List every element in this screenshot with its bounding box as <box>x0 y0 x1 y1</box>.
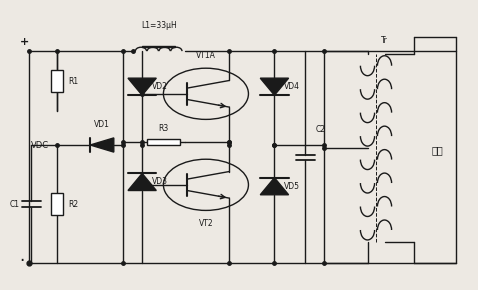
Text: L1=33μH: L1=33μH <box>141 21 176 30</box>
Text: VT1A: VT1A <box>196 51 216 60</box>
Text: VD1: VD1 <box>94 120 110 129</box>
Text: VT2: VT2 <box>199 219 213 228</box>
Text: ·: · <box>19 252 24 270</box>
Text: R1: R1 <box>69 77 79 86</box>
Text: +: + <box>20 37 29 48</box>
Text: Tr: Tr <box>381 37 388 46</box>
Polygon shape <box>128 173 156 191</box>
FancyBboxPatch shape <box>51 70 63 93</box>
Polygon shape <box>90 138 114 152</box>
Text: VD2: VD2 <box>152 82 167 91</box>
FancyBboxPatch shape <box>51 193 63 215</box>
Text: C2: C2 <box>315 125 326 134</box>
Text: VD5: VD5 <box>284 182 300 191</box>
Polygon shape <box>260 178 289 195</box>
Text: C1: C1 <box>9 200 19 209</box>
Polygon shape <box>128 78 156 95</box>
Text: VDC: VDC <box>31 141 49 150</box>
Text: R3: R3 <box>158 124 169 133</box>
Text: 负载: 负载 <box>432 145 443 155</box>
Text: R2: R2 <box>69 200 79 209</box>
Polygon shape <box>260 78 289 95</box>
Text: VD4: VD4 <box>284 82 300 91</box>
FancyBboxPatch shape <box>147 139 180 145</box>
Text: VD3: VD3 <box>152 177 168 186</box>
